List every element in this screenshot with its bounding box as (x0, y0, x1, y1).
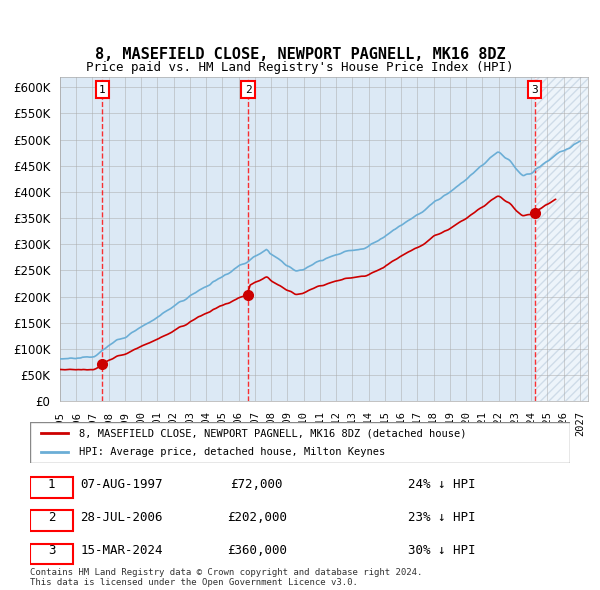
Text: 24% ↓ HPI: 24% ↓ HPI (408, 478, 476, 491)
Text: 2: 2 (48, 511, 55, 525)
Text: 8, MASEFIELD CLOSE, NEWPORT PAGNELL, MK16 8DZ (detached house): 8, MASEFIELD CLOSE, NEWPORT PAGNELL, MK1… (79, 428, 466, 438)
Text: 23% ↓ HPI: 23% ↓ HPI (408, 511, 476, 525)
Text: 15-MAR-2024: 15-MAR-2024 (80, 544, 163, 558)
Text: 1: 1 (99, 85, 106, 94)
Text: 30% ↓ HPI: 30% ↓ HPI (408, 544, 476, 558)
Text: 2: 2 (245, 85, 251, 94)
Text: 1: 1 (48, 478, 55, 491)
FancyBboxPatch shape (30, 543, 73, 564)
Text: Price paid vs. HM Land Registry's House Price Index (HPI): Price paid vs. HM Land Registry's House … (86, 61, 514, 74)
Text: HPI: Average price, detached house, Milton Keynes: HPI: Average price, detached house, Milt… (79, 447, 385, 457)
Text: Contains HM Land Registry data © Crown copyright and database right 2024.
This d: Contains HM Land Registry data © Crown c… (30, 568, 422, 587)
Bar (535, 77, 588, 401)
Text: 3: 3 (531, 85, 538, 94)
Text: £202,000: £202,000 (227, 511, 287, 525)
Text: 28-JUL-2006: 28-JUL-2006 (80, 511, 163, 525)
Text: 8, MASEFIELD CLOSE, NEWPORT PAGNELL, MK16 8DZ: 8, MASEFIELD CLOSE, NEWPORT PAGNELL, MK1… (95, 47, 505, 62)
Text: 3: 3 (48, 544, 55, 558)
Bar (535, 77, 588, 401)
FancyBboxPatch shape (30, 510, 73, 531)
Text: 07-AUG-1997: 07-AUG-1997 (80, 478, 163, 491)
Text: £72,000: £72,000 (230, 478, 283, 491)
FancyBboxPatch shape (30, 422, 570, 463)
Text: £360,000: £360,000 (227, 544, 287, 558)
FancyBboxPatch shape (30, 477, 73, 498)
